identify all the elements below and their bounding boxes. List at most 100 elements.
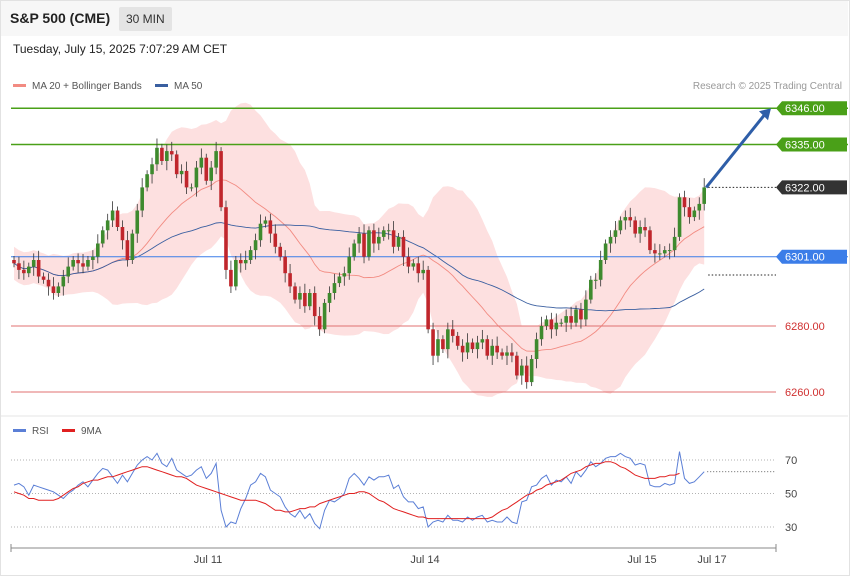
candle-113 (569, 316, 573, 323)
candle-14 (81, 263, 85, 267)
candle-25 (135, 210, 140, 234)
candle-83 (421, 269, 425, 274)
candle-37 (194, 167, 199, 188)
legend-ma20-label: MA 20 + Bollinger Bands (32, 81, 142, 92)
candle-7 (46, 279, 51, 287)
candle-123 (618, 220, 623, 231)
candle-29 (155, 147, 159, 165)
candle-42 (219, 151, 223, 208)
candle-45 (234, 260, 238, 287)
candle-35 (184, 170, 189, 188)
candle-90 (455, 335, 460, 346)
candle-13 (76, 260, 80, 264)
candle-51 (263, 220, 268, 224)
candle-54 (278, 246, 283, 257)
candle-75 (381, 230, 386, 237)
candle-24 (130, 233, 135, 260)
candle-133 (667, 250, 672, 252)
candle-129 (648, 230, 652, 251)
candle-130 (653, 250, 657, 254)
candle-98 (495, 345, 499, 353)
candle-34 (179, 170, 184, 175)
candle-131 (658, 253, 662, 255)
candle-104 (524, 365, 529, 383)
candle-12 (71, 260, 75, 267)
candle-60 (308, 293, 312, 307)
candle-126 (633, 220, 637, 234)
price-label-6260: 6260.00 (785, 387, 825, 399)
candle-110 (554, 322, 559, 330)
candle-84 (426, 269, 430, 330)
candle-28 (150, 164, 154, 175)
price-label-6335: 6335.00 (785, 140, 825, 152)
candle-121 (608, 236, 613, 244)
candle-3 (26, 266, 31, 274)
legend-ma20: MA 20 + Bollinger Bands (13, 81, 142, 92)
candle-106 (534, 339, 539, 359)
candle-4 (31, 260, 36, 267)
candle-58 (298, 293, 302, 300)
candle-22 (120, 227, 125, 241)
candle-1 (17, 263, 21, 270)
timeframe-badge[interactable]: 30 MIN (119, 7, 172, 31)
candle-96 (485, 339, 490, 356)
candle-101 (510, 352, 514, 356)
price-label-6280: 6280.00 (785, 321, 825, 333)
datetime-text: Tuesday, July 15, 2025 7:07:29 AM CET (13, 42, 228, 56)
candle-15 (86, 260, 90, 267)
candle-38 (199, 157, 204, 168)
candle-71 (362, 233, 366, 257)
candle-64 (327, 293, 332, 303)
candle-8 (51, 286, 56, 293)
candle-19 (105, 220, 110, 231)
candle-61 (312, 293, 317, 317)
candle-31 (165, 151, 169, 161)
rsi-tick-50: 50 (785, 489, 797, 501)
candle-100 (505, 352, 509, 356)
candle-32 (169, 151, 174, 155)
candle-44 (229, 269, 233, 287)
candle-39 (204, 157, 209, 181)
candle-102 (515, 355, 519, 376)
candle-10 (61, 276, 66, 287)
candle-135 (677, 197, 682, 237)
ma20-swatch (13, 83, 26, 87)
candle-49 (253, 240, 258, 251)
candle-50 (258, 223, 263, 241)
x-tick-label-3: Jul 17 (697, 554, 726, 566)
candle-77 (391, 230, 396, 247)
candle-40 (209, 167, 213, 181)
price-tag-6301 (776, 249, 847, 264)
candle-105 (529, 359, 534, 383)
candle-80 (406, 256, 411, 267)
price-tag-6346 (776, 101, 847, 116)
candle-114 (574, 309, 578, 323)
candle-11 (66, 266, 71, 277)
candle-69 (352, 243, 356, 257)
candle-115 (579, 309, 583, 320)
rsi-swatch (13, 428, 26, 432)
candle-99 (500, 352, 504, 356)
x-tick-label-1: Jul 14 (410, 554, 439, 566)
candle-26 (140, 187, 144, 211)
legend-rsi-label: RSI (32, 426, 49, 437)
candle-127 (638, 227, 642, 234)
candle-62 (317, 316, 322, 330)
projection-arrow-line (705, 113, 767, 189)
candle-89 (450, 329, 455, 336)
candle-128 (643, 227, 647, 231)
price-label-6322: 6322.00 (785, 182, 825, 194)
candle-52 (268, 220, 273, 234)
candle-92 (465, 342, 470, 353)
candle-21 (115, 210, 120, 227)
candle-136 (682, 197, 687, 208)
credit-text: Research © 2025 Trading Central (692, 81, 842, 92)
candle-139 (697, 203, 702, 211)
rsi-tick-30: 30 (785, 522, 797, 534)
candle-17 (96, 243, 100, 257)
candle-65 (332, 283, 337, 293)
candle-72 (367, 230, 371, 257)
candle-117 (589, 279, 593, 300)
candle-118 (593, 279, 598, 281)
